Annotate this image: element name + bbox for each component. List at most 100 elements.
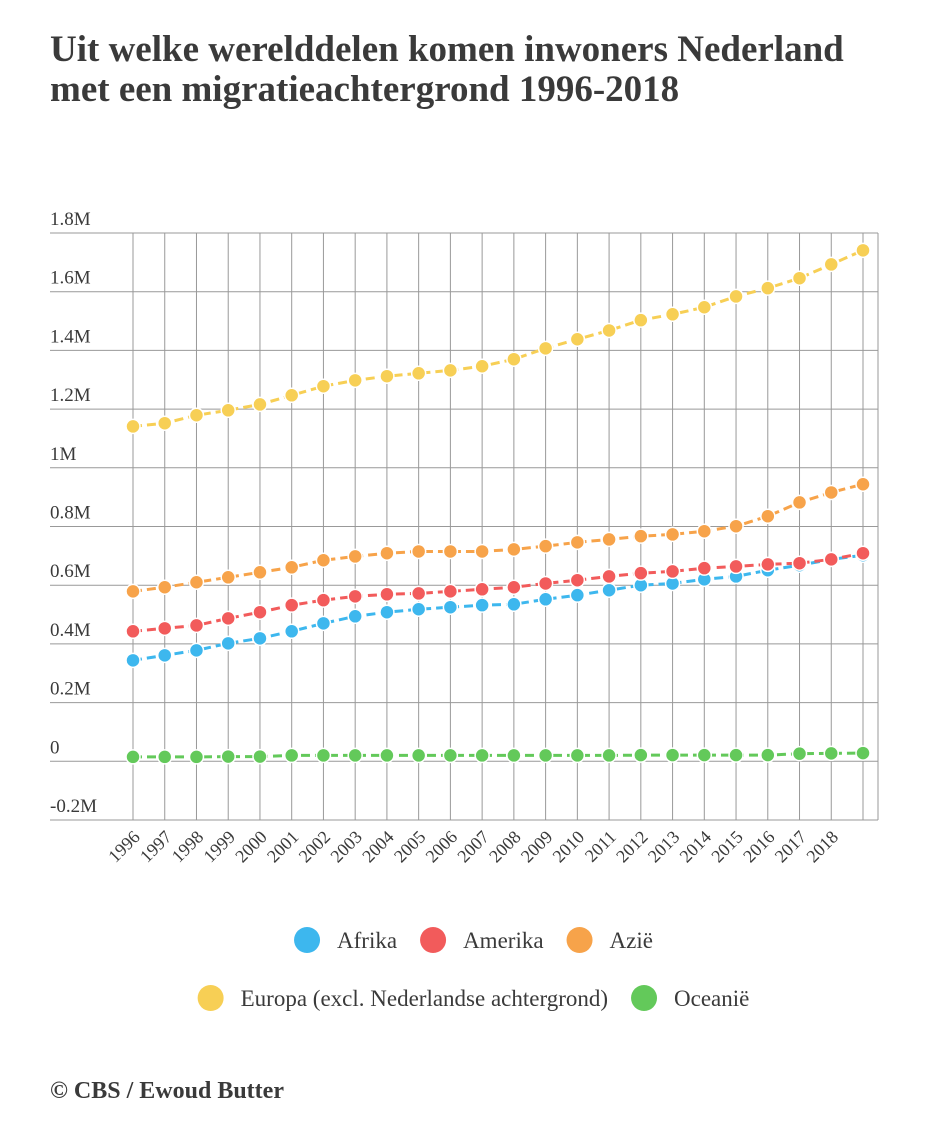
legend-item: Amerika bbox=[420, 927, 544, 953]
data-point bbox=[474, 543, 490, 560]
legend-label: Afrika bbox=[337, 928, 397, 953]
x-tick-label: 2014 bbox=[676, 827, 716, 867]
x-tick-label: 2012 bbox=[612, 827, 652, 867]
data-point bbox=[220, 610, 236, 627]
data-point bbox=[506, 747, 522, 764]
legend-item: Europa (excl. Nederlandse achtergrond) bbox=[197, 985, 608, 1011]
data-point bbox=[442, 583, 459, 600]
data-point bbox=[156, 749, 173, 765]
data-point bbox=[347, 548, 363, 565]
data-point bbox=[315, 747, 332, 764]
data-point bbox=[537, 591, 554, 608]
series-line bbox=[132, 553, 864, 662]
data-point bbox=[252, 564, 268, 581]
x-tick-label: 1999 bbox=[199, 827, 239, 867]
data-point bbox=[633, 747, 649, 763]
data-point bbox=[760, 280, 776, 296]
x-tick-label: 2008 bbox=[485, 827, 525, 867]
data-point bbox=[283, 387, 300, 404]
x-tick-label: 2005 bbox=[390, 827, 430, 867]
x-tick-label: 1997 bbox=[136, 827, 176, 867]
data-point bbox=[379, 368, 395, 384]
data-point bbox=[823, 551, 840, 568]
data-point bbox=[633, 565, 649, 581]
data-point bbox=[188, 617, 205, 634]
y-tick-label: 0.2M bbox=[50, 679, 91, 700]
data-point bbox=[569, 747, 586, 764]
data-point bbox=[506, 351, 522, 367]
data-point bbox=[220, 748, 236, 765]
legend-item: Afrika bbox=[294, 927, 397, 953]
legend-label: Amerika bbox=[463, 928, 543, 953]
data-point bbox=[760, 556, 776, 573]
data-point bbox=[728, 518, 744, 534]
y-tick-label: 1.4M bbox=[50, 326, 91, 347]
data-point bbox=[156, 415, 173, 431]
data-point bbox=[537, 747, 554, 764]
data-point bbox=[664, 306, 681, 323]
legend-swatch bbox=[566, 927, 593, 953]
y-tick-label: 1.2M bbox=[50, 385, 91, 406]
source: © CBS / Ewoud Butter bbox=[50, 1078, 284, 1104]
data-point bbox=[188, 749, 205, 765]
x-tick-label: 2015 bbox=[707, 827, 747, 867]
data-point bbox=[537, 575, 554, 592]
data-point bbox=[156, 579, 173, 596]
x-tick-label: 2017 bbox=[771, 827, 811, 867]
data-point bbox=[760, 747, 776, 763]
data-point bbox=[410, 585, 427, 602]
data-point bbox=[283, 559, 300, 576]
data-point bbox=[696, 523, 713, 539]
chart-title: Uit welke werelddelen komen inwoners Ned… bbox=[50, 29, 844, 110]
data-point bbox=[537, 538, 554, 554]
x-tick-label: 2016 bbox=[739, 827, 779, 867]
data-point bbox=[410, 543, 427, 560]
data-point bbox=[252, 396, 268, 413]
data-point bbox=[125, 418, 141, 435]
y-tick-label: 0.8M bbox=[50, 503, 91, 524]
data-point bbox=[664, 747, 681, 763]
data-point bbox=[823, 745, 840, 762]
x-tick-label: 1998 bbox=[168, 827, 208, 867]
data-point bbox=[633, 528, 649, 544]
x-tick-label: 2011 bbox=[581, 827, 620, 866]
data-point bbox=[220, 635, 236, 652]
data-point bbox=[506, 579, 522, 596]
data-point bbox=[442, 543, 459, 560]
data-point bbox=[601, 531, 617, 548]
data-point bbox=[347, 747, 363, 764]
x-tick-label: 2004 bbox=[358, 827, 398, 867]
data-point bbox=[696, 747, 713, 763]
data-point bbox=[855, 242, 871, 259]
data-point bbox=[601, 322, 617, 339]
data-point bbox=[125, 749, 141, 765]
legend-label: Azië bbox=[610, 928, 653, 953]
x-tick-label: 2002 bbox=[295, 827, 335, 867]
data-point bbox=[156, 647, 173, 664]
data-point bbox=[220, 569, 236, 586]
data-point bbox=[442, 362, 459, 379]
data-point bbox=[125, 583, 141, 600]
x-tick-label: 2001 bbox=[263, 827, 303, 867]
data-point bbox=[315, 552, 332, 569]
series-line bbox=[132, 248, 864, 428]
data-point bbox=[664, 563, 681, 580]
legend-item: Oceanië bbox=[631, 985, 749, 1011]
data-point bbox=[633, 312, 649, 328]
data-point bbox=[347, 588, 363, 605]
x-tick-label: 2000 bbox=[231, 827, 271, 867]
data-point bbox=[823, 484, 840, 501]
data-point bbox=[569, 534, 586, 551]
data-point bbox=[664, 526, 681, 543]
x-tick-label: 2010 bbox=[549, 827, 589, 867]
data-point bbox=[379, 604, 395, 620]
data-point bbox=[569, 331, 586, 347]
data-point bbox=[791, 745, 808, 762]
x-tick-label: 2018 bbox=[802, 827, 842, 867]
legend-label: Oceanië bbox=[674, 986, 749, 1011]
x-tick-label: 2006 bbox=[422, 827, 462, 867]
legend-label: Europa (excl. Nederlandse achtergrond) bbox=[241, 986, 608, 1011]
legend-item: Azië bbox=[566, 927, 653, 953]
